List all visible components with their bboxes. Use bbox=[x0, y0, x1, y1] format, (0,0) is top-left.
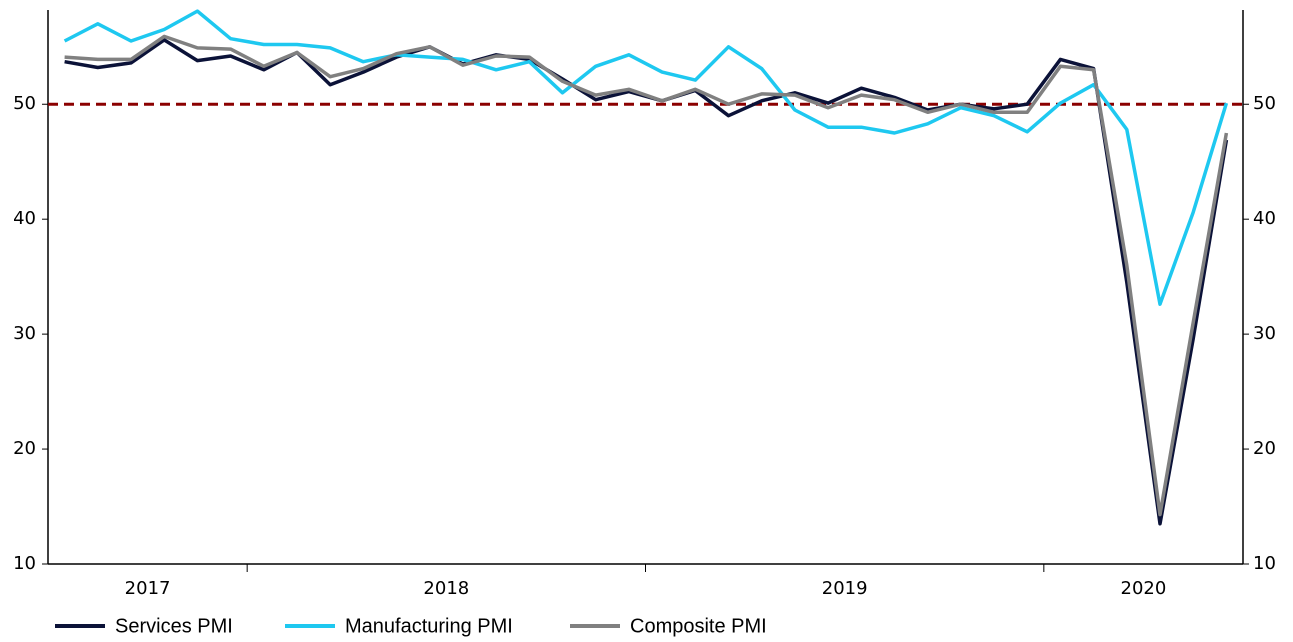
x-group-label: 2018 bbox=[423, 578, 469, 599]
y-tick-label: 10 bbox=[13, 553, 36, 574]
legend-label: Manufacturing PMI bbox=[345, 615, 513, 637]
legend-label: Composite PMI bbox=[630, 615, 767, 637]
y-tick-label: 40 bbox=[13, 208, 36, 229]
y-tick-label: 30 bbox=[13, 323, 36, 344]
x-group-label: 2020 bbox=[1121, 578, 1167, 599]
x-group-label: 2017 bbox=[125, 578, 171, 599]
y2-tick-label: 50 bbox=[1253, 93, 1276, 114]
x-group-label: 2019 bbox=[822, 578, 868, 599]
y2-tick-label: 30 bbox=[1253, 323, 1276, 344]
legend-label: Services PMI bbox=[115, 615, 233, 637]
y2-tick-label: 40 bbox=[1253, 208, 1276, 229]
series-line bbox=[63, 9, 1229, 306]
y2-tick-label: 20 bbox=[1253, 438, 1276, 459]
series-line bbox=[64, 34, 1229, 517]
y-tick-label: 50 bbox=[13, 93, 36, 114]
y-tick-label: 20 bbox=[13, 438, 36, 459]
y2-tick-label: 10 bbox=[1253, 553, 1276, 574]
